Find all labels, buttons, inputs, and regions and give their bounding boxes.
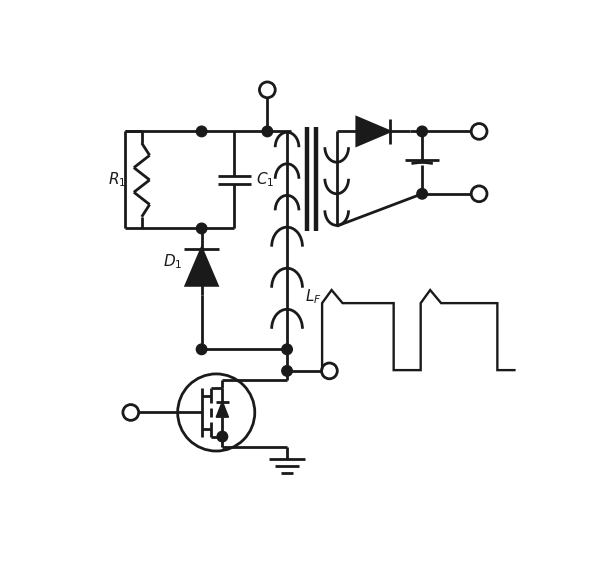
Polygon shape <box>357 117 389 146</box>
Circle shape <box>217 431 227 442</box>
Text: $R_1$: $R_1$ <box>109 171 127 189</box>
Polygon shape <box>186 249 217 286</box>
Circle shape <box>262 126 272 137</box>
Circle shape <box>282 366 292 376</box>
Circle shape <box>196 223 207 234</box>
Polygon shape <box>216 402 229 417</box>
Text: $D_1$: $D_1$ <box>163 253 183 271</box>
Circle shape <box>417 126 427 137</box>
Circle shape <box>196 344 207 354</box>
Circle shape <box>282 344 292 354</box>
Circle shape <box>196 126 207 137</box>
Circle shape <box>417 188 427 199</box>
Text: $L_F$: $L_F$ <box>305 287 322 306</box>
Text: $C_1$: $C_1$ <box>256 171 274 189</box>
